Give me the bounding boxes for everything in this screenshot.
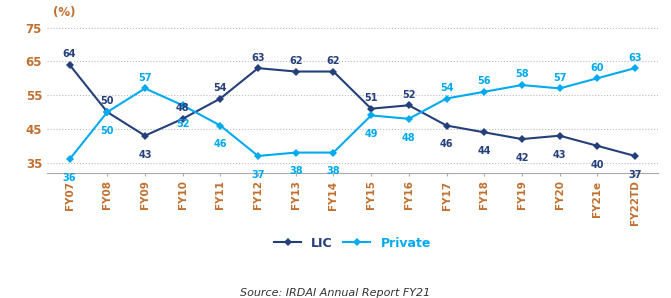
Text: 63: 63 bbox=[628, 52, 641, 63]
Text: 62: 62 bbox=[327, 56, 340, 66]
Text: 48: 48 bbox=[402, 133, 415, 143]
Text: 64: 64 bbox=[63, 49, 76, 59]
Text: Source: IRDAI Annual Report FY21: Source: IRDAI Annual Report FY21 bbox=[240, 288, 431, 298]
Text: 36: 36 bbox=[63, 173, 76, 183]
Text: 56: 56 bbox=[478, 76, 491, 86]
Text: 60: 60 bbox=[590, 63, 604, 73]
Text: 37: 37 bbox=[252, 170, 265, 180]
Text: 57: 57 bbox=[553, 73, 566, 83]
Text: 52: 52 bbox=[176, 119, 189, 129]
Text: 62: 62 bbox=[289, 56, 303, 66]
Text: 46: 46 bbox=[440, 139, 453, 149]
Text: 54: 54 bbox=[213, 83, 227, 93]
Legend: LIC, Private: LIC, Private bbox=[269, 232, 435, 255]
Text: 51: 51 bbox=[364, 93, 378, 103]
Text: 52: 52 bbox=[402, 90, 415, 100]
Text: 46: 46 bbox=[213, 139, 227, 149]
Text: 43: 43 bbox=[553, 150, 566, 159]
Text: 43: 43 bbox=[138, 150, 152, 159]
Text: 44: 44 bbox=[478, 146, 491, 156]
Text: 49: 49 bbox=[364, 129, 378, 139]
Text: 48: 48 bbox=[176, 103, 189, 113]
Text: 40: 40 bbox=[590, 160, 604, 170]
Text: 58: 58 bbox=[515, 69, 529, 80]
Text: (%): (%) bbox=[53, 6, 76, 19]
Text: 63: 63 bbox=[252, 52, 265, 63]
Text: 57: 57 bbox=[138, 73, 152, 83]
Text: 54: 54 bbox=[440, 83, 453, 93]
Text: 42: 42 bbox=[515, 153, 529, 163]
Text: 50: 50 bbox=[101, 126, 114, 136]
Text: 38: 38 bbox=[289, 167, 303, 176]
Text: 50: 50 bbox=[101, 97, 114, 106]
Text: 38: 38 bbox=[327, 167, 340, 176]
Text: 37: 37 bbox=[628, 170, 641, 180]
